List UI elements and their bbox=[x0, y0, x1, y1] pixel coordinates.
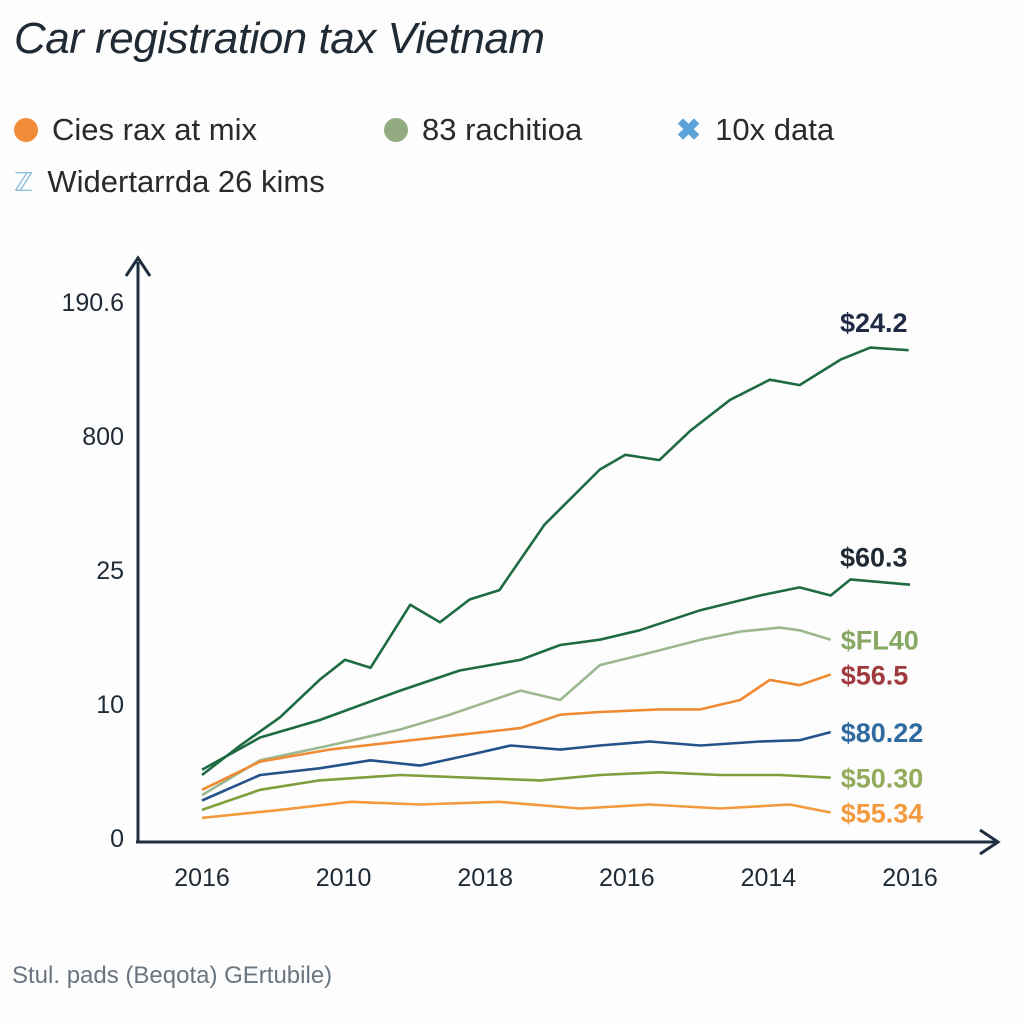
series-end-label: $50.30 bbox=[841, 764, 924, 794]
x-tick-label: 2010 bbox=[316, 864, 372, 892]
series-line-2 bbox=[201, 578, 911, 771]
y-tick-label: 10 bbox=[96, 691, 124, 719]
x-icon: ✖ bbox=[676, 113, 702, 147]
series-end-label: $24.2 bbox=[840, 308, 908, 338]
legend-label: 10x data bbox=[715, 112, 835, 147]
series-line-5 bbox=[201, 730, 832, 802]
chart-title: Car registration tax Vietnam bbox=[14, 14, 545, 63]
legend-label: Cies rax at mix bbox=[52, 112, 257, 147]
legend-item-1: Cies rax at mix bbox=[14, 112, 257, 148]
x-tick-label: 2016 bbox=[599, 864, 655, 892]
x-tick-label: 2016 bbox=[882, 864, 938, 892]
series-end-label: $56.5 bbox=[841, 661, 909, 691]
x-tick-label: 2014 bbox=[741, 864, 797, 892]
y-tick-label: 25 bbox=[96, 557, 124, 585]
series-end-label: $55.34 bbox=[841, 799, 924, 829]
series-end-label: $FL40 bbox=[841, 626, 919, 656]
legend-item-2: 83 rachitioa bbox=[384, 112, 582, 148]
series-line-3 bbox=[201, 626, 832, 797]
y-tick-label: 0 bbox=[110, 825, 124, 853]
legend-item-4: ℤ Widertarrda 26 kims bbox=[14, 164, 325, 200]
series-end-label: $60.3 bbox=[840, 543, 908, 573]
y-axis-arrow-icon bbox=[124, 255, 152, 277]
x-axis-arrow-icon bbox=[979, 828, 1001, 856]
orange-dot-icon bbox=[14, 118, 38, 142]
legend-item-3: ✖ 10x data bbox=[676, 112, 834, 148]
x-tick-label: 2016 bbox=[174, 864, 230, 892]
series-line-1 bbox=[201, 346, 909, 777]
green-dot-icon bbox=[384, 118, 408, 142]
legend-label: 83 rachitioa bbox=[422, 112, 583, 147]
series-line-4 bbox=[201, 673, 832, 791]
series-line-7 bbox=[201, 800, 831, 820]
source-note: Stul. pads (Beqota) GErtubile) bbox=[12, 962, 333, 989]
series-line-6 bbox=[201, 770, 831, 812]
axes bbox=[124, 255, 1001, 856]
x-tick-label: 2018 bbox=[457, 864, 513, 892]
y-tick-label: 800 bbox=[82, 423, 124, 451]
pattern-icon: ℤ bbox=[14, 166, 34, 197]
series-end-label: $80.22 bbox=[841, 718, 924, 748]
y-tick-label: 190.6 bbox=[61, 289, 124, 317]
legend-label: Widertarrda 26 kims bbox=[47, 164, 325, 199]
